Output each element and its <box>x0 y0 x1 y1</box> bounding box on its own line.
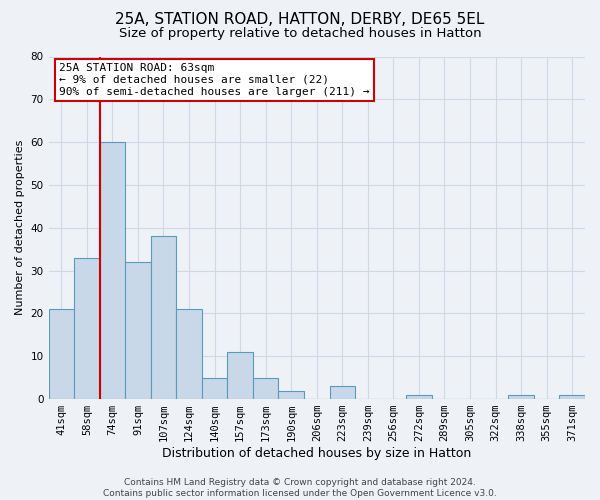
Bar <box>329 386 355 399</box>
X-axis label: Distribution of detached houses by size in Hatton: Distribution of detached houses by size … <box>162 447 472 460</box>
Text: 25A, STATION ROAD, HATTON, DERBY, DE65 5EL: 25A, STATION ROAD, HATTON, DERBY, DE65 5… <box>115 12 485 28</box>
Bar <box>508 395 534 399</box>
Bar <box>278 390 304 399</box>
Y-axis label: Number of detached properties: Number of detached properties <box>15 140 25 316</box>
Bar <box>125 262 151 399</box>
Bar <box>406 395 432 399</box>
Bar <box>74 258 100 399</box>
Bar <box>202 378 227 399</box>
Bar <box>559 395 585 399</box>
Bar <box>49 309 74 399</box>
Text: 25A STATION ROAD: 63sqm
← 9% of detached houses are smaller (22)
90% of semi-det: 25A STATION ROAD: 63sqm ← 9% of detached… <box>59 64 370 96</box>
Bar <box>151 236 176 399</box>
Bar <box>253 378 278 399</box>
Bar <box>100 142 125 399</box>
Text: Size of property relative to detached houses in Hatton: Size of property relative to detached ho… <box>119 28 481 40</box>
Bar <box>227 352 253 399</box>
Bar <box>176 309 202 399</box>
Text: Contains HM Land Registry data © Crown copyright and database right 2024.
Contai: Contains HM Land Registry data © Crown c… <box>103 478 497 498</box>
